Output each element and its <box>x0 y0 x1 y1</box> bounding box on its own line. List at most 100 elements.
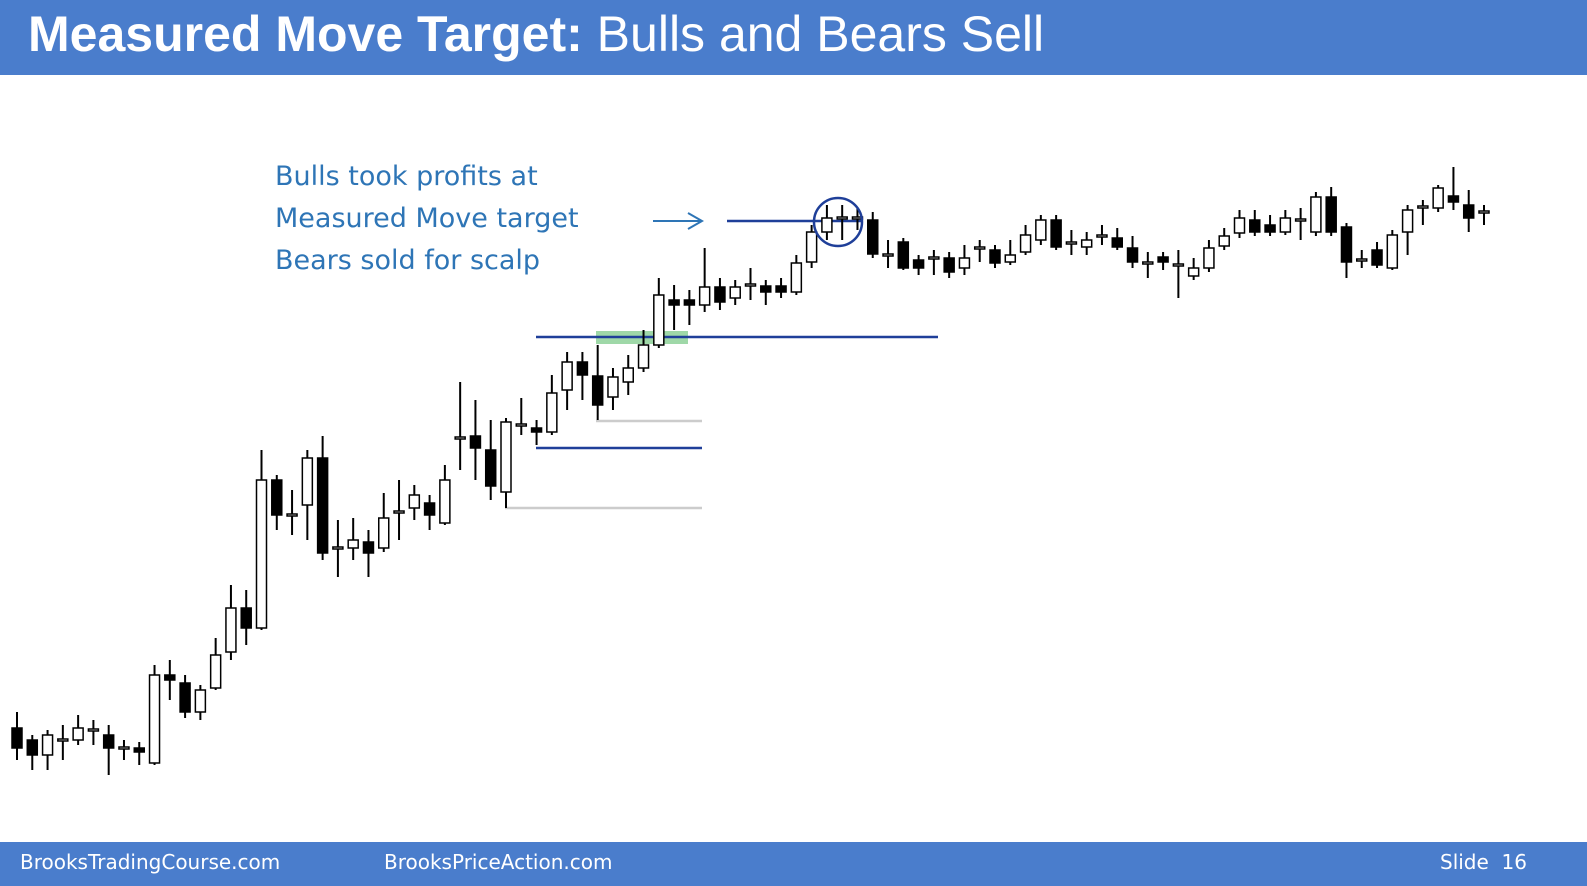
candle-body <box>1172 263 1185 267</box>
candle-body <box>576 361 589 376</box>
candle-body <box>1126 247 1139 263</box>
candle-body <box>1203 247 1215 269</box>
title-rest: Bulls and Bears Sell <box>596 6 1045 62</box>
candle-body <box>1279 217 1292 233</box>
candle-body <box>1447 195 1460 203</box>
candle-body <box>41 734 54 756</box>
candle-body <box>989 249 1001 264</box>
candle-body <box>1142 261 1154 265</box>
candle-body <box>332 546 344 550</box>
candle-body <box>1019 234 1032 253</box>
candle-body <box>928 256 940 260</box>
candle-body <box>1111 237 1123 248</box>
candle-body <box>530 427 543 433</box>
candle-body <box>439 479 451 524</box>
candle-body <box>194 689 207 713</box>
candle-body <box>637 344 650 369</box>
candle-body <box>57 738 69 742</box>
candle-body <box>1340 226 1353 263</box>
header-bar <box>0 0 1587 75</box>
candle-body <box>1371 249 1383 266</box>
candle-body <box>867 219 879 255</box>
candle-body <box>683 299 696 306</box>
candle-body <box>1187 267 1200 277</box>
candle-body <box>1035 219 1047 241</box>
candle-body <box>714 286 726 303</box>
arrow-head <box>687 212 705 230</box>
candle-body <box>286 513 298 517</box>
candle-body <box>760 285 772 293</box>
candle-body <box>1264 224 1276 233</box>
candle-body <box>393 510 405 514</box>
candle-body <box>1356 258 1368 262</box>
candles <box>11 167 1490 775</box>
candle-body <box>805 231 818 263</box>
highlight-circle <box>812 196 864 248</box>
candle-body <box>1080 239 1093 248</box>
candle-body <box>790 262 803 293</box>
candle-body <box>653 294 665 346</box>
footer-left: BrooksTradingCourse.com <box>20 850 281 874</box>
candle-body <box>546 392 558 433</box>
candle-body <box>1478 210 1490 214</box>
candle-body <box>1096 234 1108 238</box>
candle-body <box>1249 219 1261 233</box>
candle-body <box>1432 187 1444 209</box>
candle-body <box>484 449 497 487</box>
slide-title: Measured Move Target: Bulls and Bears Se… <box>28 4 1044 64</box>
candle-body <box>1004 254 1017 263</box>
annotation-line: Measured Move target <box>275 203 579 234</box>
candle-body <box>1310 196 1322 233</box>
candle-body <box>179 682 191 713</box>
candle-body <box>1325 196 1337 233</box>
candle-body <box>698 286 711 306</box>
candle-body <box>255 479 268 629</box>
candle-body <box>26 739 39 756</box>
candle-body <box>500 421 512 493</box>
candle-body <box>240 607 252 629</box>
candle-body <box>225 607 237 653</box>
candle-body <box>821 217 833 233</box>
candle-body <box>622 367 634 383</box>
candle-body <box>744 283 757 287</box>
candle-body <box>118 746 130 750</box>
candle-body <box>775 285 787 293</box>
candle-body <box>912 259 925 269</box>
candle-body <box>1233 217 1246 234</box>
candle-body <box>454 436 466 440</box>
candle-body <box>1401 209 1414 233</box>
candle-body <box>1050 219 1062 248</box>
candle-body <box>958 257 971 269</box>
candle-body <box>378 517 390 549</box>
candle-body <box>301 457 314 506</box>
candle-body <box>1294 218 1307 222</box>
candle-body <box>133 747 145 753</box>
candle-body <box>1157 256 1169 263</box>
candle-body <box>943 257 955 273</box>
candle-body <box>668 299 680 306</box>
candle-body <box>1417 205 1429 209</box>
candle-body <box>607 376 619 398</box>
candle-body <box>316 457 329 554</box>
candle-body <box>11 727 23 749</box>
candle-body <box>87 728 100 732</box>
candle-body <box>561 361 573 391</box>
annotation-line: Bears sold for scalp <box>275 245 541 276</box>
candle-body <box>1386 234 1399 269</box>
footer-center: BrooksPriceAction.com <box>384 850 613 874</box>
candle-body <box>148 674 161 764</box>
candle-body <box>72 727 84 741</box>
candle-body <box>469 435 482 449</box>
candle-body <box>882 253 894 257</box>
candle-body <box>102 734 115 749</box>
candle-body <box>1218 235 1230 247</box>
candle-body <box>408 494 421 509</box>
annotation-line: Bulls took profits at <box>275 161 538 192</box>
candle-body <box>347 539 359 549</box>
candle-body <box>362 541 375 554</box>
candle-body <box>1065 241 1078 245</box>
candle-body <box>973 246 986 250</box>
footer-right: Slide 16 <box>1440 850 1527 874</box>
